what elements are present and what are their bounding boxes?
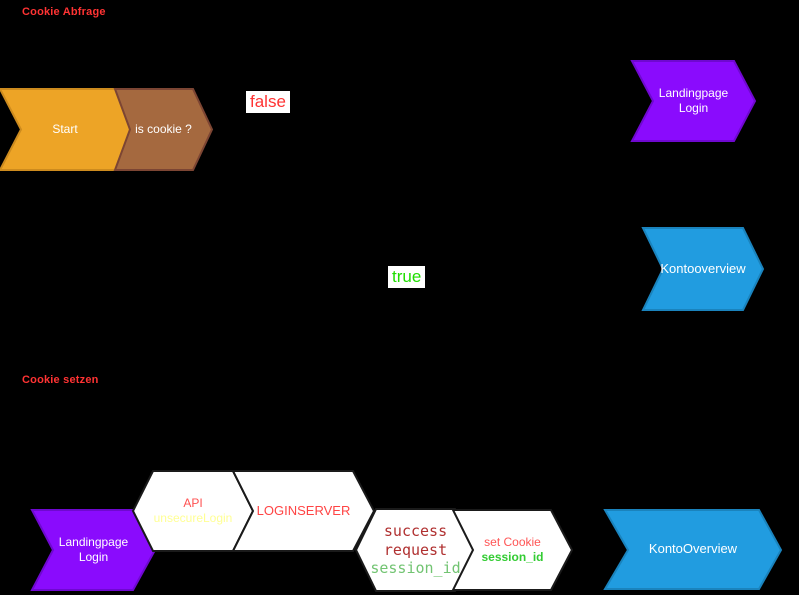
kontooverview-mid-shape[interactable]: [641, 227, 765, 311]
loginserver-shape[interactable]: [231, 470, 376, 552]
success-request-shape[interactable]: [354, 508, 477, 592]
api-shape[interactable]: [131, 470, 255, 552]
is-cookie-shape[interactable]: [113, 88, 214, 171]
start-shape[interactable]: [0, 88, 132, 171]
landingpage-login-bottom-shape[interactable]: [30, 509, 157, 591]
kontooverview-bottom-shape[interactable]: [603, 509, 783, 590]
landingpage-login-top-shape[interactable]: [630, 60, 757, 142]
set-cookie-shape[interactable]: [451, 509, 574, 591]
